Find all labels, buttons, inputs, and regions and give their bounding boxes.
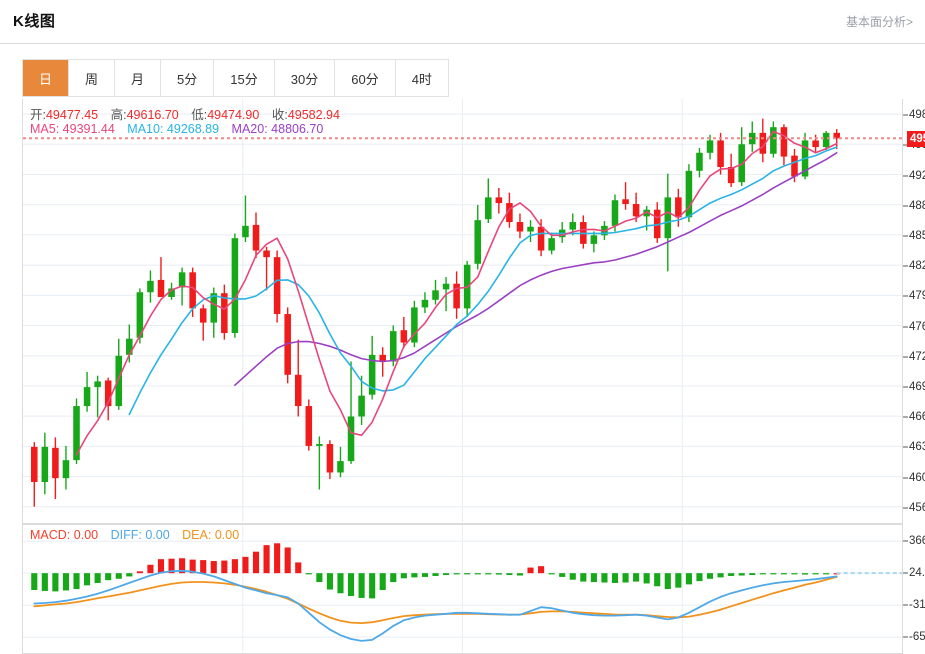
price-axis-label: 47290.41 xyxy=(909,350,925,363)
macd-axis-label: 24.36 xyxy=(909,567,925,580)
price-axis-label: 47927.28 xyxy=(909,290,925,303)
ohlc-legend: 开:49477.45 高:49616.70 低:49474.90 收:49582… xyxy=(30,104,340,123)
dea-value: 0.00 xyxy=(214,528,240,542)
page-title: K线图 xyxy=(13,13,56,30)
tab-4[interactable]: 15分 xyxy=(214,60,275,96)
ma20-label: MA20: xyxy=(231,122,268,136)
price-axis-tick xyxy=(903,416,908,418)
tab-3[interactable]: 5分 xyxy=(161,60,215,96)
fundamental-analysis-link[interactable]: 基本面分析> xyxy=(845,15,913,29)
macd-axis-tick xyxy=(903,572,908,574)
open-value: 49477.45 xyxy=(45,108,99,122)
tab-5[interactable]: 30分 xyxy=(274,60,336,96)
price-axis-label: 45698.24 xyxy=(909,501,925,514)
tab-label: 周 xyxy=(85,71,99,87)
price-axis-label: 46016.67 xyxy=(909,471,925,484)
price-axis-label: 47608.84 xyxy=(909,320,925,333)
ma20-value: 48806.70 xyxy=(271,122,324,136)
page-header: K线图 基本面分析> xyxy=(0,0,925,44)
close-value: 49582.94 xyxy=(287,108,340,122)
period-tab-bar: 日 周 月 5分 15分 30分 60分 4时 xyxy=(22,59,449,97)
dea-label: DEA: xyxy=(182,528,212,542)
price-axis-label: 49837.88 xyxy=(909,109,925,122)
price-axis-tick xyxy=(903,477,908,479)
price-axis-label: 48882.58 xyxy=(909,199,925,212)
price-axis-tick xyxy=(903,326,908,328)
candlestick-chart-area[interactable] xyxy=(22,99,903,524)
macd-chart-area[interactable] xyxy=(22,524,903,654)
price-axis-tick xyxy=(903,265,908,267)
price-axis-label: 46653.54 xyxy=(909,411,925,424)
price-axis-tick xyxy=(903,114,908,116)
tab-label: 60分 xyxy=(351,71,379,87)
tab-0[interactable]: 日 xyxy=(23,60,70,96)
price-axis-tick xyxy=(903,235,908,237)
macd-axis-label: -317.55 xyxy=(909,599,925,612)
close-label: 收: xyxy=(271,108,288,122)
tab-2[interactable]: 月 xyxy=(115,60,162,96)
tab-label: 30分 xyxy=(290,71,319,87)
macd-axis-label: 366.26 xyxy=(909,535,925,548)
tab-7[interactable]: 4时 xyxy=(395,60,448,96)
tab-label: 日 xyxy=(39,71,53,87)
price-axis-tick xyxy=(903,386,908,388)
ma10-label: MA10: xyxy=(127,122,164,136)
price-axis-tick xyxy=(903,356,908,358)
candlestick-plot xyxy=(23,99,902,522)
price-axis-tick xyxy=(903,446,908,448)
price-axis-label: 46335.11 xyxy=(909,441,925,454)
macd-value: 0.00 xyxy=(73,528,99,542)
ma5-label: MA5: xyxy=(30,122,60,136)
tab-6[interactable]: 60分 xyxy=(335,60,396,96)
macd-axis-tick xyxy=(903,604,908,606)
macd-axis-label: -659.46 xyxy=(909,631,925,644)
price-axis-label: 48245.71 xyxy=(909,260,925,273)
tab-label: 4时 xyxy=(411,71,432,87)
price-axis-label: 49201.01 xyxy=(909,169,925,182)
macd-axis-tick xyxy=(903,636,908,638)
price-axis-label: 48564.15 xyxy=(909,229,925,242)
low-label: 低: xyxy=(191,108,208,122)
price-axis-tick xyxy=(903,205,908,207)
diff-value: 0.00 xyxy=(145,528,170,542)
high-value: 49616.70 xyxy=(126,108,179,122)
current-price-badge: 49582.94 xyxy=(907,131,925,148)
tab-label: 月 xyxy=(131,71,145,87)
price-axis-tick xyxy=(903,175,908,176)
diff-label: DIFF: xyxy=(110,528,142,542)
open-label: 开: xyxy=(30,108,46,122)
price-axis-tick xyxy=(903,144,908,146)
ma10-value: 49268.89 xyxy=(166,122,220,136)
high-label: 高: xyxy=(110,108,127,122)
price-axis-tick xyxy=(903,507,908,509)
ma5-value: 49391.44 xyxy=(62,122,115,136)
price-axis-tick xyxy=(903,295,908,297)
macd-axis-tick xyxy=(903,540,908,542)
moving-average-legend: MA5: 49391.44 MA10: 49268.89 MA20: 48806… xyxy=(30,122,323,136)
low-value: 49474.90 xyxy=(207,108,260,122)
macd-label: MACD: xyxy=(30,528,71,542)
tab-label: 5分 xyxy=(177,71,198,87)
tab-label: 15分 xyxy=(230,71,258,87)
price-axis-label: 46971.97 xyxy=(909,380,925,393)
macd-legend: MACD: 0.00 DIFF: 0.00 DEA: 0.00 xyxy=(30,528,239,542)
macd-plot xyxy=(23,525,902,653)
tab-1[interactable]: 周 xyxy=(69,60,116,96)
